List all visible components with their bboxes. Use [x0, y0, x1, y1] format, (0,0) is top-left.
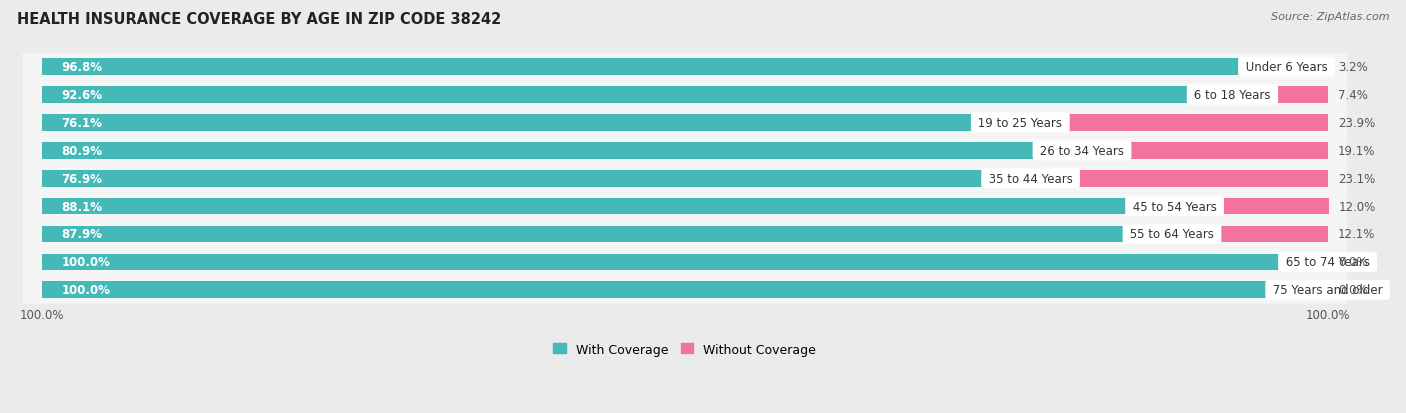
Bar [42, 171, 1031, 187]
Bar [1031, 171, 1327, 187]
FancyBboxPatch shape [22, 54, 1347, 81]
FancyBboxPatch shape [22, 221, 1347, 248]
Text: 35 to 44 Years: 35 to 44 Years [984, 172, 1077, 185]
Text: 19.1%: 19.1% [1339, 145, 1375, 157]
Bar [1286, 59, 1327, 76]
Bar [42, 282, 1327, 299]
Bar [1174, 198, 1329, 215]
Text: 23.9%: 23.9% [1339, 116, 1375, 130]
Text: 55 to 64 Years: 55 to 64 Years [1126, 228, 1218, 241]
Bar [1173, 226, 1327, 243]
Text: 12.0%: 12.0% [1339, 200, 1376, 213]
Bar [42, 142, 1083, 159]
Bar [42, 254, 1327, 271]
Bar [42, 226, 1173, 243]
Text: 92.6%: 92.6% [62, 89, 103, 102]
Text: 3.2%: 3.2% [1339, 61, 1368, 74]
Text: Source: ZipAtlas.com: Source: ZipAtlas.com [1271, 12, 1389, 22]
Bar [1083, 142, 1327, 159]
Text: 0.0%: 0.0% [1339, 284, 1368, 297]
Text: HEALTH INSURANCE COVERAGE BY AGE IN ZIP CODE 38242: HEALTH INSURANCE COVERAGE BY AGE IN ZIP … [17, 12, 501, 27]
FancyBboxPatch shape [22, 109, 1347, 137]
Bar [42, 59, 1286, 76]
Legend: With Coverage, Without Coverage: With Coverage, Without Coverage [548, 338, 821, 361]
Text: 75 Years and older: 75 Years and older [1268, 284, 1386, 297]
Bar [42, 198, 1174, 215]
Text: 100.0%: 100.0% [62, 256, 110, 269]
FancyBboxPatch shape [22, 165, 1347, 192]
Text: 23.1%: 23.1% [1339, 172, 1375, 185]
Bar [42, 115, 1021, 131]
Text: 65 to 74 Years: 65 to 74 Years [1282, 256, 1374, 269]
FancyBboxPatch shape [22, 276, 1347, 304]
Text: 100.0%: 100.0% [20, 308, 65, 321]
FancyBboxPatch shape [22, 137, 1347, 165]
Text: 0.0%: 0.0% [1339, 256, 1368, 269]
FancyBboxPatch shape [22, 249, 1347, 276]
Text: 6 to 18 Years: 6 to 18 Years [1191, 89, 1275, 102]
Text: 96.8%: 96.8% [62, 61, 103, 74]
Text: 76.1%: 76.1% [62, 116, 103, 130]
Text: 7.4%: 7.4% [1339, 89, 1368, 102]
Text: 12.1%: 12.1% [1339, 228, 1375, 241]
Text: 88.1%: 88.1% [62, 200, 103, 213]
Text: 76.9%: 76.9% [62, 172, 103, 185]
Bar [1021, 115, 1327, 131]
FancyBboxPatch shape [22, 193, 1347, 221]
Text: 100.0%: 100.0% [62, 284, 110, 297]
Text: 100.0%: 100.0% [1305, 308, 1350, 321]
Bar [42, 87, 1233, 104]
Text: 45 to 54 Years: 45 to 54 Years [1129, 200, 1220, 213]
Text: 26 to 34 Years: 26 to 34 Years [1036, 145, 1128, 157]
Text: 80.9%: 80.9% [62, 145, 103, 157]
Bar [1233, 87, 1327, 104]
Text: Under 6 Years: Under 6 Years [1241, 61, 1331, 74]
FancyBboxPatch shape [22, 81, 1347, 109]
Text: 19 to 25 Years: 19 to 25 Years [974, 116, 1066, 130]
Text: 87.9%: 87.9% [62, 228, 103, 241]
